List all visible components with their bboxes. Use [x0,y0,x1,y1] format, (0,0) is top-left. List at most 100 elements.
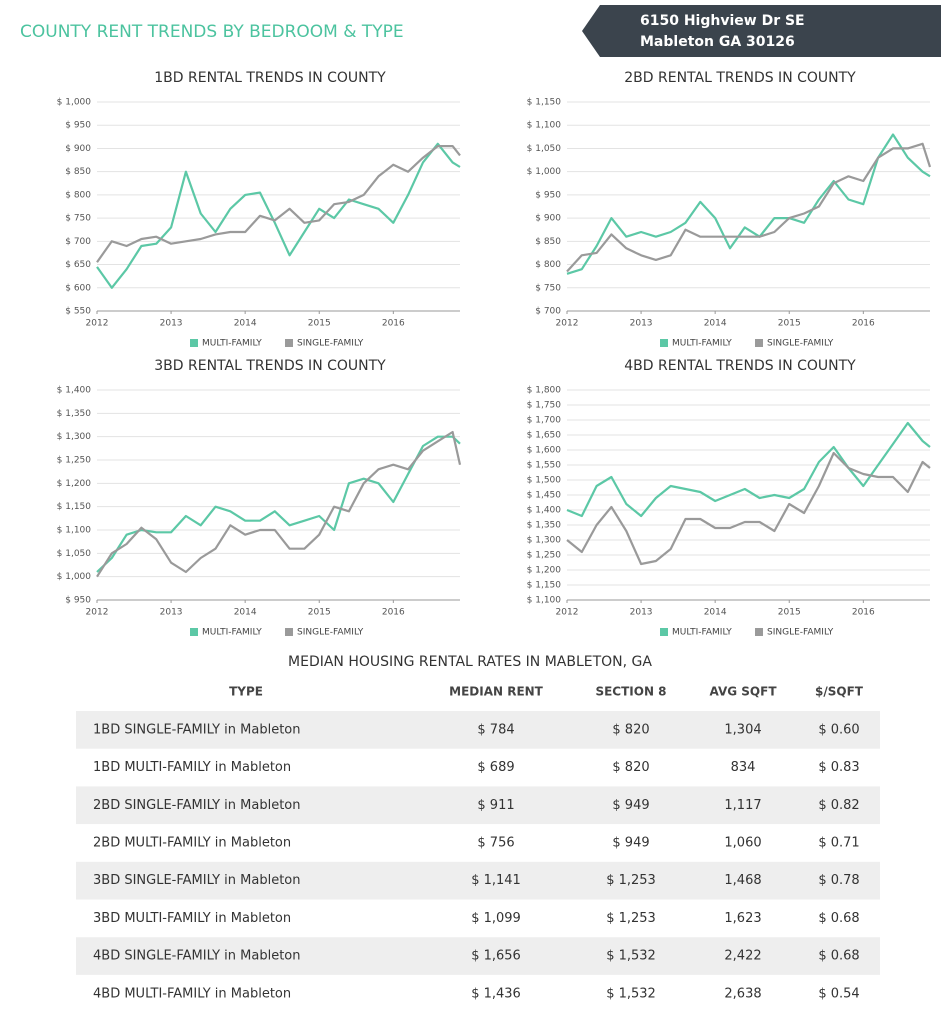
x-tick-label: 2015 [308,319,331,329]
table-cell: $ 949 [612,798,649,813]
y-tick-label: $ 750 [65,214,91,224]
y-tick-label: $ 650 [65,260,91,270]
table-cell: $ 1,253 [606,873,656,888]
series-line [96,435,461,573]
table-cell: $ 911 [477,798,514,813]
x-tick-label: 2012 [86,319,109,329]
table-cell: $ 1,141 [471,873,521,888]
x-tick-label: 2012 [556,319,579,329]
table-cell: $ 1,253 [606,911,656,926]
y-tick-label: $ 1,400 [57,386,92,396]
y-tick-label: $ 1,500 [527,476,562,486]
legend-swatch [660,339,668,347]
y-tick-label: $ 1,400 [527,506,562,516]
x-tick-label: 2015 [778,608,801,618]
y-tick-label: $ 1,050 [527,144,562,154]
table-cell: $ 949 [612,835,649,850]
table-cell: $ 1,532 [606,949,656,964]
table-cell: $ 689 [477,760,514,775]
y-tick-label: $ 1,300 [57,432,92,442]
table-cell: $ 820 [612,760,649,775]
table-cell: 1BD SINGLE-FAMILY in Mableton [93,722,301,737]
table-title: MEDIAN HOUSING RENTAL RATES IN MABLETON,… [288,654,652,670]
table-cell: $ 0.68 [818,911,859,926]
y-tick-label: $ 800 [535,260,561,270]
row-background [76,786,880,825]
y-tick-label: $ 950 [65,121,91,131]
series-line [566,142,932,273]
y-tick-label: $ 900 [535,214,561,224]
table-cell: 2,422 [724,949,761,964]
legend-swatch [755,628,763,636]
legend-label: SINGLE-FAMILY [297,339,364,349]
table-cell: $ 0.82 [818,798,859,813]
y-tick-label: $ 900 [65,144,91,154]
y-tick-label: $ 1,100 [527,596,562,606]
y-tick-label: $ 1,800 [527,386,562,396]
address-line: Mableton GA 30126 [640,34,795,50]
y-tick-label: $ 1,200 [527,566,562,576]
x-tick-label: 2015 [308,608,331,618]
row-background [76,861,880,900]
column-header: $/SQFT [815,685,864,699]
address-box [582,5,941,57]
y-tick-label: $ 1,150 [527,98,562,108]
x-tick-label: 2013 [630,608,653,618]
table-cell: 3BD MULTI-FAMILY in Mableton [93,911,291,926]
series-line [566,133,931,275]
table-cell: 1BD MULTI-FAMILY in Mableton [93,760,291,775]
y-tick-label: $ 1,050 [57,549,92,559]
table-cell: $ 1,532 [606,986,656,1001]
y-tick-label: $ 850 [65,167,91,177]
table-cell: 2BD MULTI-FAMILY in Mableton [93,835,291,850]
y-tick-label: $ 1,000 [57,572,92,582]
legend-swatch [285,628,293,636]
y-tick-label: $ 1,750 [527,401,562,411]
legend-label: SINGLE-FAMILY [297,628,364,638]
y-tick-label: $ 1,450 [527,491,562,501]
y-tick-label: $ 1,250 [57,456,92,466]
x-tick-label: 2016 [382,319,405,329]
y-tick-label: $ 1,150 [57,502,92,512]
table-cell: 1,060 [724,835,761,850]
column-header: MEDIAN RENT [449,685,544,699]
y-tick-label: $ 950 [65,596,91,606]
legend-label: MULTI-FAMILY [672,628,732,638]
chart-title: 4BD RENTAL TRENDS IN COUNTY [624,358,856,374]
table-cell: 3BD SINGLE-FAMILY in Mableton [93,873,301,888]
y-tick-label: $ 850 [535,237,561,247]
x-tick-label: 2016 [852,608,875,618]
page-title: COUNTY RENT TRENDS BY BEDROOM & TYPE [20,22,404,42]
chart-title: 2BD RENTAL TRENDS IN COUNTY [624,70,856,86]
column-header: AVG SQFT [709,685,777,699]
table-cell: $ 1,436 [471,986,521,1001]
x-tick-label: 2013 [160,319,183,329]
y-tick-label: $ 1,550 [527,461,562,471]
table-cell: $ 0.68 [818,949,859,964]
x-tick-label: 2014 [704,319,727,329]
y-tick-label: $ 1,000 [57,98,92,108]
legend-label: MULTI-FAMILY [672,339,732,349]
y-tick-label: $ 750 [535,283,561,293]
table-cell: $ 0.78 [818,873,859,888]
y-tick-label: $ 950 [535,190,561,200]
column-header: TYPE [229,685,263,699]
chart-title: 3BD RENTAL TRENDS IN COUNTY [154,358,386,374]
table-cell: $ 0.71 [818,835,859,850]
address-line: 6150 Highview Dr SE [640,13,805,29]
x-tick-label: 2016 [852,319,875,329]
series-line [566,451,931,566]
legend-label: SINGLE-FAMILY [767,628,834,638]
table-cell: 834 [731,760,756,775]
x-tick-label: 2013 [630,319,653,329]
y-tick-label: $ 1,350 [57,409,92,419]
series-line [96,142,461,289]
y-tick-label: $ 700 [535,307,561,317]
x-tick-label: 2014 [704,608,727,618]
row-background [76,711,880,749]
table-cell: 1,117 [724,798,761,813]
x-tick-label: 2012 [86,608,109,618]
series-line [96,430,462,578]
y-tick-label: $ 1,200 [57,479,92,489]
legend-swatch [190,628,198,636]
